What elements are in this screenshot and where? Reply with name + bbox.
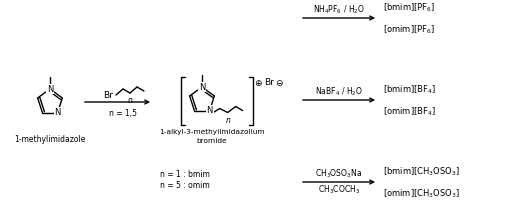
Text: Br: Br	[264, 78, 274, 87]
Text: 1-methylimidazole: 1-methylimidazole	[15, 135, 86, 144]
Text: [bmim][PF$_6$]: [bmim][PF$_6$]	[383, 2, 435, 14]
Text: [omim][CH$_3$OSO$_3$]: [omim][CH$_3$OSO$_3$]	[383, 187, 460, 200]
Text: CH$_3$COCH$_3$: CH$_3$COCH$_3$	[318, 184, 360, 197]
Text: [bmim][CH$_3$OSO$_3$]: [bmim][CH$_3$OSO$_3$]	[383, 165, 460, 178]
Text: [bmim][BF$_4$]: [bmim][BF$_4$]	[383, 84, 436, 96]
Text: N: N	[206, 106, 213, 115]
Text: NH$_4$PF$_6$ / H$_2$O: NH$_4$PF$_6$ / H$_2$O	[313, 3, 365, 16]
Text: N: N	[47, 84, 53, 94]
Text: n: n	[128, 96, 133, 105]
Text: [omim][BF$_4$]: [omim][BF$_4$]	[383, 105, 436, 118]
Text: [omim][PF$_6$]: [omim][PF$_6$]	[383, 23, 435, 35]
Text: n = 5 : omim: n = 5 : omim	[160, 181, 210, 190]
Text: Br: Br	[103, 91, 113, 100]
Text: N: N	[199, 83, 205, 92]
Text: 1-alkyl-3-methylimidazolium: 1-alkyl-3-methylimidazolium	[159, 129, 265, 135]
Text: CH$_3$OSO$_3$Na: CH$_3$OSO$_3$Na	[316, 167, 362, 180]
Text: n = 1,5: n = 1,5	[109, 109, 137, 118]
Text: $\oplus$: $\oplus$	[254, 78, 263, 88]
Text: bromide: bromide	[197, 138, 227, 144]
Text: NaBF$_4$ / H$_2$O: NaBF$_4$ / H$_2$O	[315, 86, 363, 98]
Text: N: N	[55, 108, 61, 117]
Text: $\ominus$: $\ominus$	[275, 78, 284, 88]
Text: n: n	[226, 116, 230, 124]
Text: n = 1 : bmim: n = 1 : bmim	[160, 170, 210, 179]
